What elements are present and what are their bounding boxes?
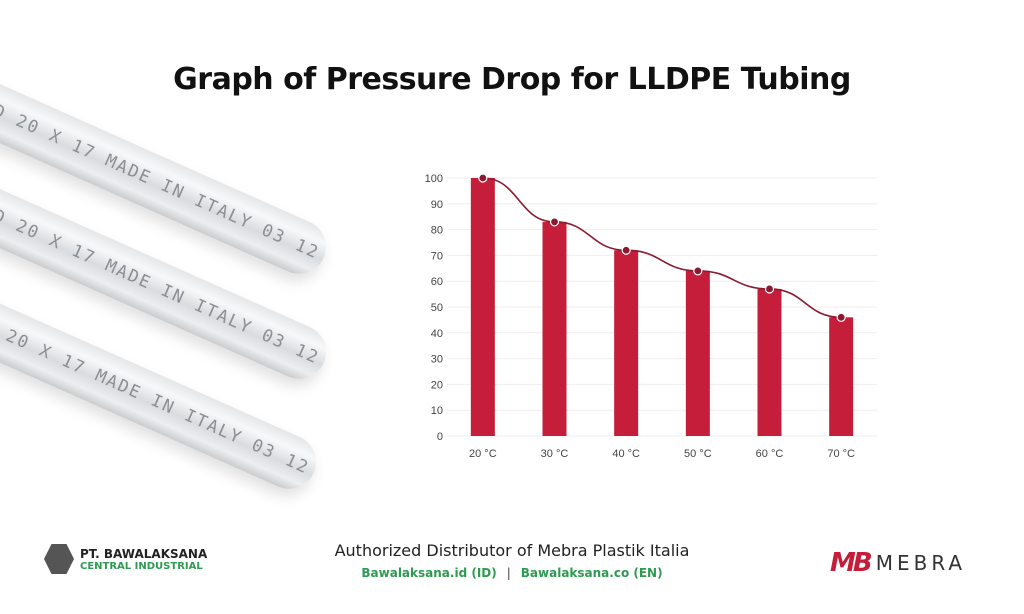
- y-tick-label: 30: [431, 354, 443, 366]
- y-tick-label: 70: [431, 250, 443, 262]
- data-point: [693, 266, 703, 276]
- footer-links: Bawalaksana.id (ID) | Bawalaksana.co (EN): [361, 566, 663, 580]
- link-id[interactable]: Bawalaksana.id (ID): [361, 566, 497, 580]
- data-point: [764, 284, 775, 294]
- y-tick-label: 10: [431, 405, 443, 417]
- bar: [829, 317, 854, 436]
- trend-line: [482, 177, 842, 319]
- data-point: [621, 245, 631, 255]
- bar: [470, 178, 495, 436]
- data-point: [836, 312, 846, 322]
- tagline: Authorized Distributor of Mebra Plastik …: [334, 541, 690, 560]
- y-tick-label: 20: [431, 379, 443, 391]
- data-point: [478, 173, 488, 183]
- bar: [757, 288, 782, 436]
- y-tick-label: 40: [431, 328, 443, 340]
- y-tick-label: 0: [437, 431, 443, 443]
- bar: [542, 221, 567, 436]
- data-point: [549, 217, 560, 227]
- y-tick-label: 60: [431, 276, 443, 288]
- y-tick-label: 90: [431, 199, 443, 211]
- y-tick-label: 50: [431, 302, 443, 314]
- hex-logo-icon: [44, 544, 74, 574]
- x-tick-label: 70 °C: [827, 448, 855, 460]
- y-tick-label: 80: [431, 225, 443, 237]
- link-en[interactable]: Bawalaksana.co (EN): [520, 566, 663, 580]
- x-tick-label: 30 °C: [541, 448, 569, 460]
- x-tick-label: 40 °C: [612, 448, 640, 460]
- x-tick-label: 20 °C: [469, 448, 497, 460]
- x-tick-label: 60 °C: [756, 448, 784, 460]
- mebra-logo: MB MEBRA: [830, 548, 967, 578]
- page-title: Graph of Pressure Drop for LLDPE Tubing: [173, 62, 851, 97]
- bar: [614, 250, 639, 436]
- bar: [685, 270, 710, 436]
- y-tick-label: 100: [425, 173, 443, 185]
- x-tick-label: 50 °C: [684, 448, 712, 460]
- bawalaksana-logo: PT. BAWALAKSANA CENTRAL INDUSTRIAL: [44, 544, 207, 574]
